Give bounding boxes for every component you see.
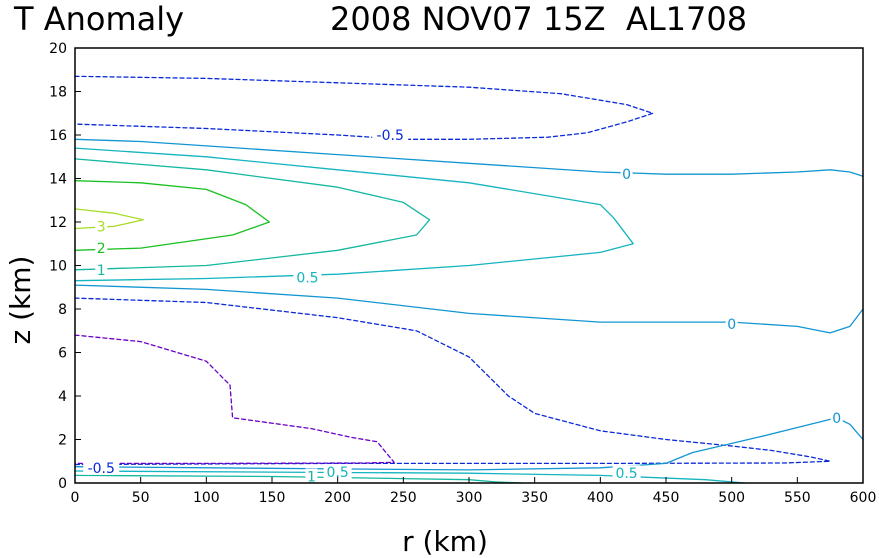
contour-line-1: [74, 158, 431, 271]
contour-line-1: [74, 474, 523, 484]
y-axis-label: z (km): [4, 256, 37, 345]
contour-label: 0.5: [327, 465, 349, 481]
contour-label-background: [305, 468, 318, 484]
x-tick-label: 50: [132, 490, 150, 506]
x-tick-label: 450: [653, 490, 680, 506]
contour-label: 0: [832, 411, 841, 427]
contour-label: 0.5: [615, 466, 637, 482]
x-tick-label: 250: [390, 490, 417, 506]
x-tick-label: 600: [850, 490, 877, 506]
contour-label: 0: [727, 317, 736, 333]
contour-line-3: [74, 208, 144, 230]
contour-lines: [74, 75, 864, 484]
contour-label-background: [95, 218, 108, 234]
contour-label: 2: [97, 241, 106, 257]
contour-label: 1: [97, 263, 106, 279]
contour-label-background: [323, 464, 352, 480]
contour-label-background: [830, 409, 843, 425]
contour-label-background: [372, 127, 409, 142]
y-tick-label: 14: [49, 172, 67, 188]
y-axis-ticks: 0 2 4 6 8 10 12 14 16 18 20: [49, 41, 81, 492]
y-tick-label: 4: [58, 389, 67, 405]
contour-label: -0.5: [377, 128, 404, 144]
contour-line-0: [74, 284, 864, 334]
contour-label: 0.5: [296, 270, 318, 286]
y-tick-label: 0: [58, 476, 67, 492]
x-axis-ticks: 0 50 100 150 200 250 300 350 400 450 500 550 600: [71, 477, 877, 506]
contour-label: -0.5: [88, 461, 115, 477]
y-tick-label: 2: [58, 433, 67, 449]
x-tick-label: 550: [784, 490, 811, 506]
contour-label-background: [95, 261, 108, 277]
contour-label: 3: [97, 219, 106, 235]
contour-labels: -0.5 0 3 2 1 0.5 0 0 -0.5 1 0.5 0.5: [83, 127, 843, 485]
contour-line-neg0p5: [74, 297, 831, 466]
contour-line-neg0p5: [74, 75, 654, 140]
x-tick-label: 400: [587, 490, 614, 506]
y-tick-label: 20: [49, 41, 67, 57]
contour-line-0p5: [74, 470, 746, 484]
y-tick-label: 10: [49, 259, 67, 275]
x-tick-label: 200: [324, 490, 351, 506]
contour-label-background: [725, 316, 738, 332]
contour-label-background: [83, 459, 120, 475]
x-tick-label: 500: [718, 490, 745, 506]
chart-title-left: T Anomaly: [13, 0, 184, 38]
contour-line-0: [74, 417, 864, 471]
contour-label-background: [620, 166, 633, 182]
y-tick-label: 6: [58, 346, 67, 362]
x-tick-label: 350: [521, 490, 548, 506]
contour-label-background: [95, 240, 108, 256]
x-axis-label: r (km): [402, 525, 488, 558]
contour-label-background: [293, 269, 322, 285]
contour-label: 1: [307, 469, 316, 485]
y-tick-label: 18: [49, 85, 67, 101]
chart-title-right: 2008 NOV07 15Z AL1708: [330, 0, 747, 38]
y-tick-label: 12: [49, 215, 67, 231]
y-tick-label: 8: [58, 302, 67, 318]
x-tick-label: 100: [193, 490, 220, 506]
y-tick-label: 16: [49, 128, 67, 144]
x-tick-label: 300: [456, 490, 483, 506]
contour-label: 0: [622, 167, 631, 183]
x-tick-label: 0: [71, 490, 80, 506]
contour-label-background: [612, 465, 641, 481]
x-tick-label: 150: [259, 490, 286, 506]
contour-line-2: [74, 180, 271, 251]
contour-line-neg1: [74, 334, 395, 465]
contour-line-0: [74, 138, 864, 177]
